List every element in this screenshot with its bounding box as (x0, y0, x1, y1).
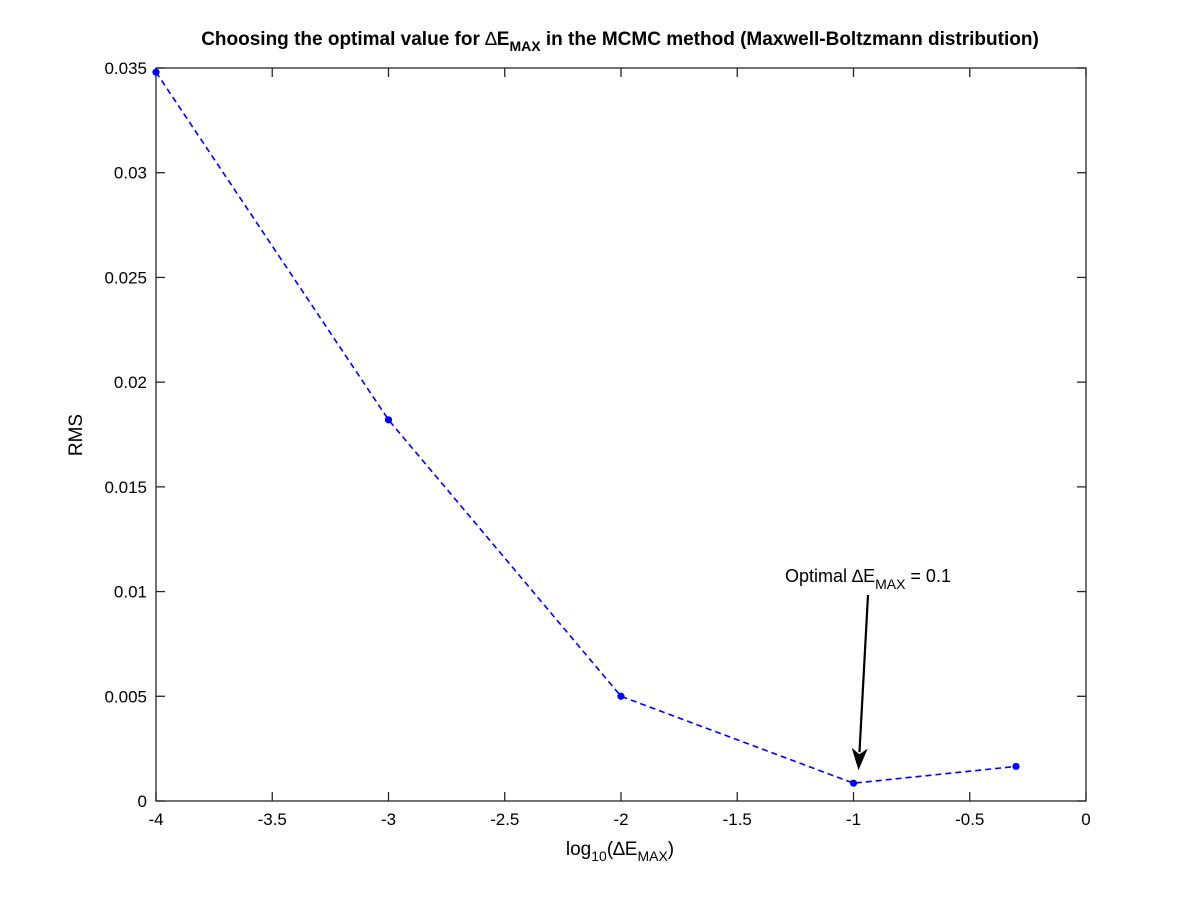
x-tick-label: -4 (148, 810, 163, 829)
data-point (152, 68, 160, 76)
optimal-annotation: Optimal ∆EMAX = 0.1 (785, 566, 951, 592)
x-tick-label: -2 (613, 810, 628, 829)
x-tick-label: -0.5 (955, 810, 984, 829)
y-tick-label: 0.03 (114, 164, 147, 183)
annotation-arrow (851, 594, 870, 771)
x-axis-label: log10(∆EMAX) (566, 839, 674, 864)
axis-ticks: -4 -3.5 -3 -2.5 -2 -1.5 -1 -0.5 0 0 0.005 0.01 0.015… (104, 59, 1090, 829)
y-tick-label: 0.035 (104, 59, 147, 78)
x-tick-label: 0 (1081, 810, 1090, 829)
y-tick-label: 0.02 (114, 373, 147, 392)
data-series (152, 68, 1020, 787)
y-tick-label: 0 (138, 792, 147, 811)
data-point (1012, 762, 1020, 771)
x-tick-label: -2.5 (490, 810, 519, 829)
y-tick-label: 0.025 (104, 268, 147, 287)
y-tick-label: 0.01 (114, 583, 147, 602)
series-line (155, 71, 1017, 785)
data-point (617, 692, 625, 700)
data-point (849, 779, 858, 787)
y-tick-label: 0.005 (104, 687, 147, 706)
x-tick-label: -1 (846, 810, 861, 829)
chart-title: Choosing the optimal value for ∆EMAX in … (201, 29, 1039, 54)
x-tick-label: -3 (381, 810, 396, 829)
data-point (384, 416, 393, 424)
arrow-shaft (858, 594, 870, 753)
y-axis-label: RMS (66, 414, 87, 456)
arrow-head (851, 747, 868, 771)
y-tick-label: 0.015 (104, 478, 147, 497)
x-tick-label: -1.5 (723, 810, 752, 829)
x-tick-label: -3.5 (258, 810, 287, 829)
